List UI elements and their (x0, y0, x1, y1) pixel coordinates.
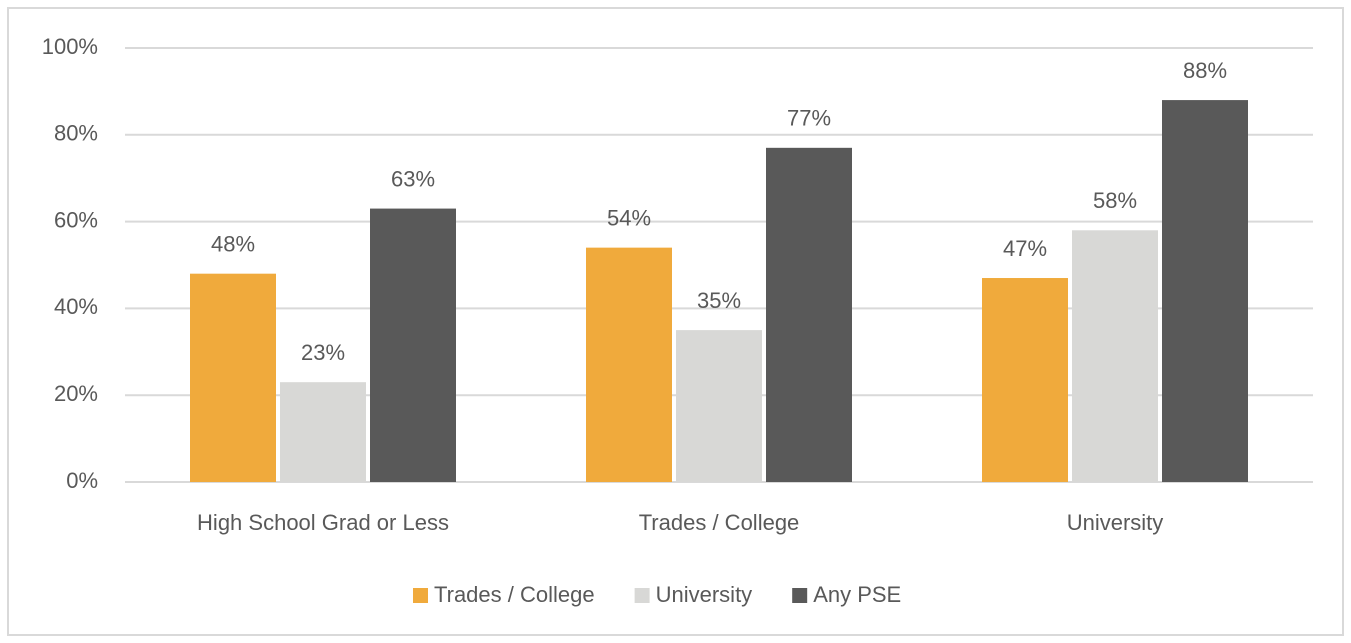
data-label: 88% (1183, 58, 1227, 83)
data-label: 23% (301, 340, 345, 365)
data-label: 58% (1093, 188, 1137, 213)
y-tick-label: 80% (54, 121, 98, 146)
bar (982, 278, 1068, 482)
bar (190, 273, 276, 482)
legend-swatch (634, 588, 650, 603)
bar (370, 208, 456, 482)
data-label: 35% (697, 288, 741, 313)
bar (676, 330, 762, 482)
legend-label: University (656, 582, 753, 607)
legend-swatch (413, 588, 428, 603)
legend-label: Any PSE (813, 582, 901, 607)
bar (766, 147, 852, 482)
y-tick-label: 100% (42, 34, 98, 59)
y-tick-label: 20% (54, 381, 98, 406)
data-label: 77% (787, 106, 831, 131)
x-tick-label: University (1067, 510, 1164, 535)
y-tick-label: 60% (54, 207, 98, 232)
x-tick-label: High School Grad or Less (197, 510, 449, 535)
data-label: 47% (1003, 236, 1047, 261)
data-label: 54% (607, 205, 651, 230)
data-label: 48% (211, 231, 255, 256)
bar (1162, 100, 1248, 482)
y-tick-label: 0% (66, 468, 98, 493)
legend-label: Trades / College (434, 582, 595, 607)
bar (1072, 230, 1158, 482)
x-tick-label: Trades / College (639, 510, 800, 535)
legend-swatch (792, 588, 808, 603)
y-tick-label: 40% (54, 294, 98, 319)
bar (280, 382, 366, 482)
data-label: 63% (391, 166, 435, 191)
bar (586, 247, 672, 482)
